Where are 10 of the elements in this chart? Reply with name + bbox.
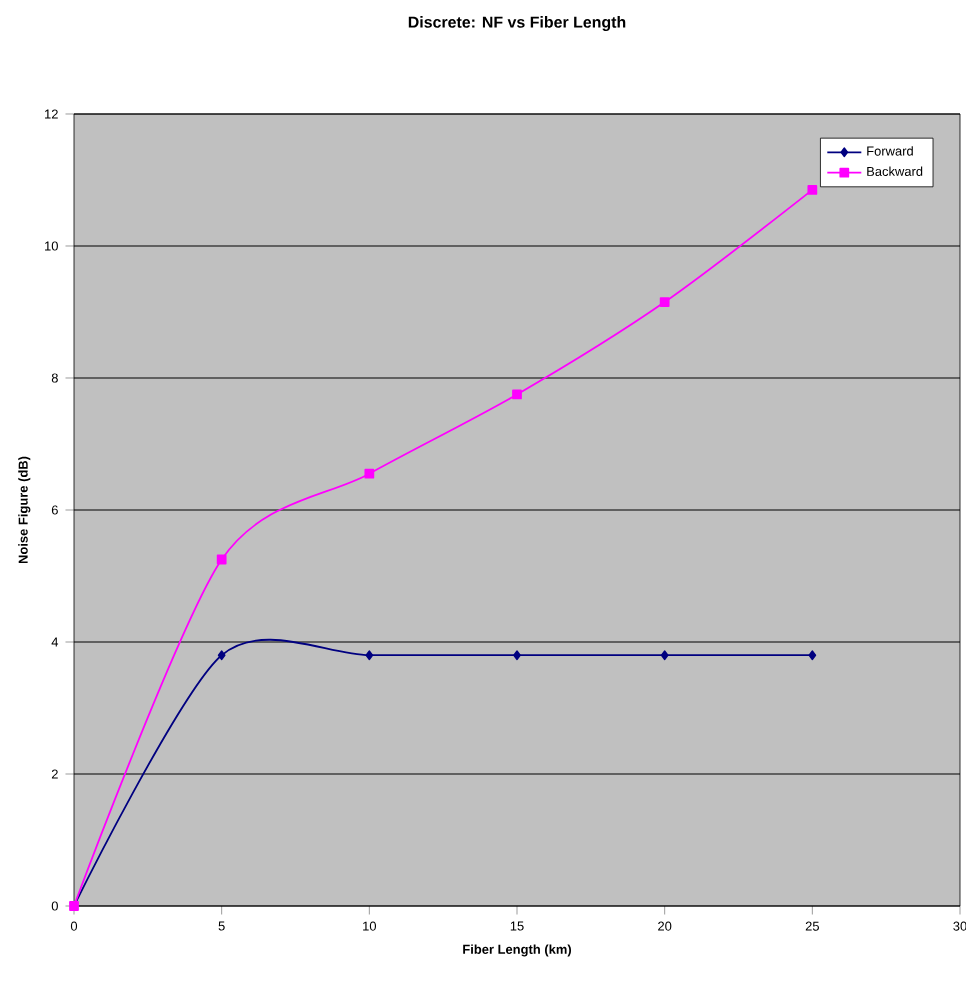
point <box>808 650 817 661</box>
point <box>659 297 670 307</box>
point <box>807 185 818 195</box>
point <box>365 650 374 661</box>
point <box>513 650 521 661</box>
point <box>364 468 375 479</box>
point <box>217 650 226 661</box>
point <box>660 650 669 661</box>
point <box>216 554 227 565</box>
point <box>512 389 522 400</box>
